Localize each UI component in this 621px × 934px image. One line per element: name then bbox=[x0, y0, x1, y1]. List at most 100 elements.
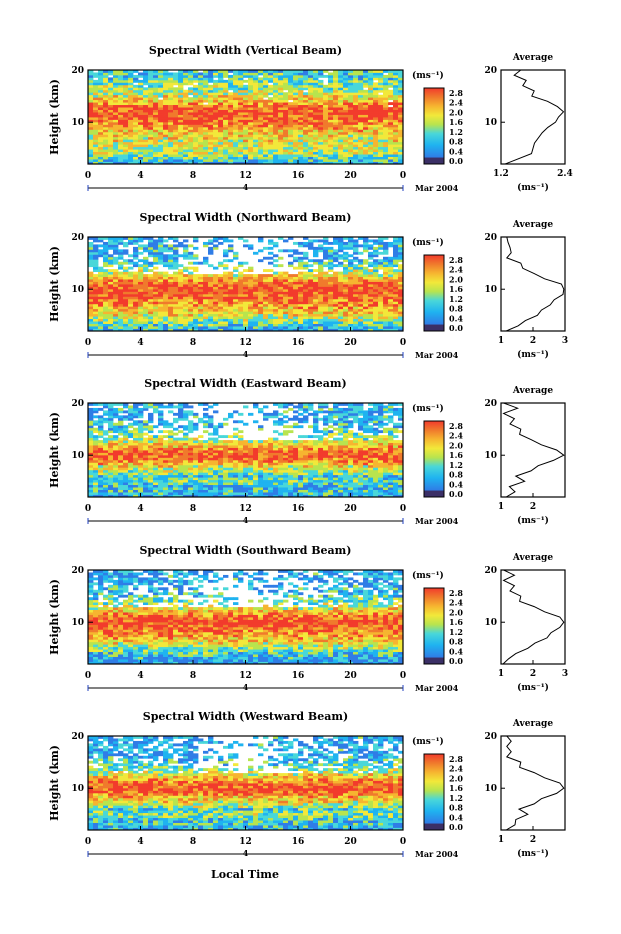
heatmap-cell bbox=[93, 277, 98, 280]
heatmap-cell bbox=[178, 124, 183, 127]
heatmap-cell bbox=[258, 144, 263, 147]
heatmap-cell bbox=[333, 242, 338, 245]
heatmap-cell bbox=[258, 134, 263, 137]
heatmap-cell bbox=[158, 262, 163, 265]
heatmap-cell bbox=[218, 274, 223, 277]
heatmap-cell bbox=[223, 301, 228, 304]
heatmap-cell bbox=[323, 154, 328, 157]
heatmap-cell bbox=[183, 107, 188, 110]
heatmap-cell bbox=[183, 316, 188, 319]
heatmap-cell bbox=[268, 92, 273, 95]
heatmap-cell bbox=[283, 72, 288, 75]
heatmap-cell bbox=[373, 487, 378, 490]
heatmap-cell bbox=[378, 296, 383, 299]
heatmap-cell bbox=[193, 112, 198, 115]
heatmap-cell bbox=[353, 274, 358, 277]
heatmap-cell bbox=[198, 97, 203, 100]
heatmap-cell bbox=[178, 485, 183, 488]
heatmap-cell bbox=[268, 299, 273, 302]
heatmap-cell bbox=[373, 319, 378, 322]
heatmap-cell bbox=[248, 100, 253, 103]
heatmap-cell bbox=[298, 137, 303, 140]
heatmap-cell bbox=[273, 110, 278, 113]
heatmap-cell bbox=[353, 92, 358, 95]
heatmap-cell bbox=[283, 490, 288, 493]
heatmap-cell bbox=[88, 259, 93, 262]
heatmap-cell bbox=[163, 304, 168, 307]
heatmap-cell bbox=[223, 252, 228, 255]
heatmap-cell bbox=[378, 100, 383, 103]
heatmap-cell bbox=[273, 242, 278, 245]
heatmap-cell bbox=[93, 72, 98, 75]
heatmap-cell bbox=[128, 477, 133, 480]
heatmap-cell bbox=[248, 289, 253, 292]
heatmap-cell bbox=[263, 124, 268, 127]
heatmap-cell bbox=[283, 324, 288, 327]
heatmap-cell bbox=[93, 122, 98, 125]
heatmap-cell bbox=[293, 304, 298, 307]
heatmap-cell bbox=[238, 95, 243, 98]
heatmap-cell bbox=[123, 142, 128, 145]
heatmap-cell bbox=[158, 129, 163, 132]
heatmap-cell bbox=[173, 90, 178, 93]
heatmap-cell bbox=[133, 299, 138, 302]
heatmap-cell bbox=[263, 112, 268, 115]
heatmap-cell bbox=[238, 482, 243, 485]
heatmap-cell bbox=[323, 115, 328, 118]
heatmap-cell bbox=[103, 311, 108, 314]
heatmap-cell bbox=[318, 137, 323, 140]
heatmap-cell bbox=[383, 490, 388, 493]
heatmap-cell bbox=[168, 117, 173, 120]
heatmap-cell bbox=[288, 304, 293, 307]
heatmap-cell bbox=[103, 480, 108, 483]
heatmap-cell bbox=[258, 291, 263, 294]
heatmap-cell bbox=[118, 475, 123, 478]
heatmap-cell bbox=[233, 321, 238, 324]
heatmap-cell bbox=[168, 77, 173, 80]
heatmap-cell bbox=[328, 296, 333, 299]
heatmap-cell bbox=[208, 284, 213, 287]
heatmap-cell bbox=[103, 296, 108, 299]
heatmap-cell bbox=[188, 72, 193, 75]
heatmap-cell bbox=[178, 309, 183, 312]
heatmap-cell bbox=[113, 257, 118, 260]
heatmap-cell bbox=[273, 115, 278, 118]
heatmap-cell bbox=[118, 92, 123, 95]
heatmap-cell bbox=[293, 72, 298, 75]
heatmap-cell bbox=[183, 490, 188, 493]
heatmap-cell bbox=[318, 490, 323, 493]
heatmap-cell bbox=[98, 304, 103, 307]
heatmap-cell bbox=[383, 485, 388, 488]
heatmap-cell bbox=[263, 87, 268, 90]
heatmap-cell bbox=[98, 80, 103, 83]
heatmap-cell bbox=[188, 122, 193, 125]
heatmap-cell bbox=[333, 304, 338, 307]
heatmap-cell bbox=[348, 152, 353, 155]
heatmap-cell bbox=[293, 306, 298, 309]
heatmap-cell bbox=[188, 321, 193, 324]
heatmap-cell bbox=[333, 87, 338, 90]
heatmap-cell bbox=[313, 144, 318, 147]
heatmap-cell bbox=[268, 124, 273, 127]
heatmap-cell bbox=[228, 279, 233, 282]
heatmap-cell bbox=[118, 311, 123, 314]
heatmap-cell bbox=[123, 119, 128, 122]
heatmap-cell bbox=[188, 482, 193, 485]
heatmap-cell bbox=[343, 299, 348, 302]
heatmap-cell bbox=[308, 321, 313, 324]
heatmap-cell bbox=[253, 144, 258, 147]
heatmap-cell bbox=[123, 129, 128, 132]
heatmap-cell bbox=[238, 75, 243, 78]
heatmap-cell bbox=[353, 119, 358, 122]
heatmap-cell bbox=[248, 102, 253, 105]
heatmap-cell bbox=[163, 124, 168, 127]
heatmap-cell bbox=[263, 257, 268, 260]
heatmap-cell bbox=[343, 124, 348, 127]
heatmap-cell bbox=[188, 92, 193, 95]
heatmap-cell bbox=[168, 277, 173, 280]
heatmap-cell bbox=[333, 75, 338, 78]
heatmap-cell bbox=[243, 92, 248, 95]
heatmap-cell bbox=[148, 282, 153, 285]
heatmap-cell bbox=[293, 242, 298, 245]
heatmap-cell bbox=[243, 284, 248, 287]
